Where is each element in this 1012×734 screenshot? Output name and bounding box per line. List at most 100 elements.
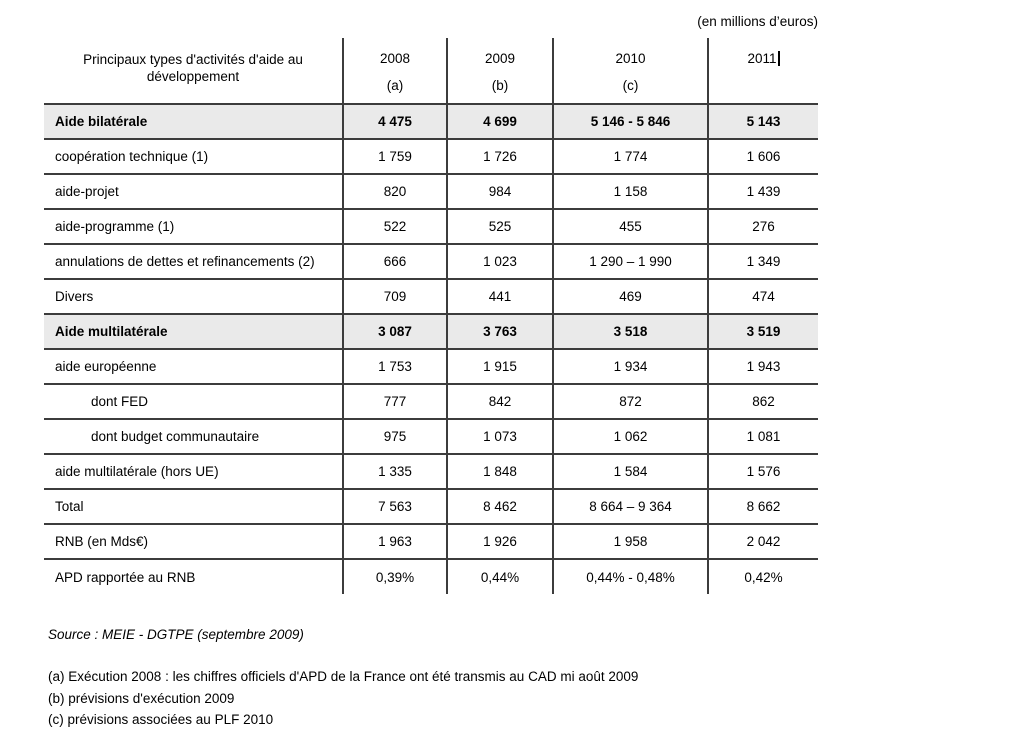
text-cursor <box>777 51 780 66</box>
header-year-2011[interactable]: 2011 <box>707 38 818 105</box>
row-label: aide multilatérale (hors UE) <box>44 454 343 490</box>
row-value: 1 726 <box>446 139 553 175</box>
row-value: 522 <box>342 209 447 245</box>
row-label: RNB (en Mds€) <box>44 524 343 560</box>
row-value: 3 518 <box>552 314 708 350</box>
row-value: 1 963 <box>342 524 447 560</box>
row-value: 441 <box>446 279 553 315</box>
table-row: APD rapportée au RNB 0,39% 0,44% 0,44% - 0,… <box>44 559 818 594</box>
table-row: aide européenne 1 753 1 915 1 934 1 943 <box>44 349 818 385</box>
table-row: aide-projet 820 984 1 158 1 439 <box>44 174 818 210</box>
table-row: aide-programme (1) 522 525 455 276 <box>44 209 818 245</box>
table-row: dont budget communautaire 975 1 073 1 062 1 … <box>44 419 818 455</box>
row-value: 1 439 <box>707 174 818 210</box>
table-row: Divers 709 441 469 474 <box>44 279 818 315</box>
row-label: aide-programme (1) <box>44 209 343 245</box>
row-value: 1 584 <box>552 454 708 490</box>
row-value: 0,39% <box>342 559 447 594</box>
row-value: 984 <box>446 174 553 210</box>
row-value: 4 699 <box>446 104 553 140</box>
row-value: 1 062 <box>552 419 708 455</box>
table-header-row: Principaux types d'activités d'aide au d… <box>44 38 818 105</box>
table-row: dont FED 777 842 872 862 <box>44 384 818 420</box>
footnotes: (a) Exécution 2008 : les chiffres offici… <box>48 668 638 733</box>
row-value: 1 349 <box>707 244 818 280</box>
row-value: 872 <box>552 384 708 420</box>
row-value: 1 576 <box>707 454 818 490</box>
table-row: Aide bilatérale 4 475 4 699 5 146 - 5 846 5 … <box>44 104 818 140</box>
year-note: (a) <box>386 78 404 93</box>
row-value: 8 664 – 9 364 <box>552 489 708 525</box>
row-label: coopération technique (1) <box>44 139 343 175</box>
row-value: 1 023 <box>446 244 553 280</box>
row-value: 3 519 <box>707 314 818 350</box>
row-label: annulations de dettes et refinancements … <box>44 244 343 280</box>
row-value: 777 <box>342 384 447 420</box>
row-label: APD rapportée au RNB <box>55 569 196 585</box>
row-value: 4 475 <box>342 104 447 140</box>
row-value: 2 042 <box>707 524 818 560</box>
row-value: 1 081 <box>707 419 818 455</box>
row-label: aide-projet <box>44 174 343 210</box>
row-value: 0,44% <box>446 559 553 594</box>
unit-label: (en millions d’euros) <box>697 14 818 29</box>
row-value: 1 774 <box>552 139 708 175</box>
row-value: 0,44% - 0,48% <box>552 559 708 594</box>
row-value: 1 753 <box>342 349 447 385</box>
row-value: 1 073 <box>446 419 553 455</box>
year-note: (b) <box>491 78 509 93</box>
row-value: 862 <box>707 384 818 420</box>
row-value: 3 087 <box>342 314 447 350</box>
row-label: dont budget communautaire <box>44 419 343 455</box>
row-value: 455 <box>552 209 708 245</box>
header-year-2010: 2010 (c) <box>552 38 708 105</box>
year-note: (c) <box>622 78 639 93</box>
row-label: Total <box>44 489 343 525</box>
row-label: aide européenne <box>44 349 343 385</box>
table-row: coopération technique (1) 1 759 1 726 1 774… <box>44 139 818 175</box>
row-value: 709 <box>342 279 447 315</box>
table-row: RNB (en Mds€) 1 963 1 926 1 958 2 042 <box>44 524 818 560</box>
row-value: 1 848 <box>446 454 553 490</box>
row-value: 1 158 <box>552 174 708 210</box>
row-value: 525 <box>446 209 553 245</box>
row-label: dont FED <box>44 384 343 420</box>
row-value: 0,42% <box>707 559 818 594</box>
year-label: 2010 <box>615 51 646 66</box>
row-value: 820 <box>342 174 447 210</box>
footnote-c: (c) prévisions associées au PLF 2010 <box>48 712 274 727</box>
year-label: 2009 <box>484 51 516 66</box>
row-value: 1 943 <box>707 349 818 385</box>
table-row: annulations de dettes et refinancements … <box>44 244 818 280</box>
row-value: 1 335 <box>342 454 447 490</box>
row-value: 1 958 <box>552 524 708 560</box>
header-label: Principaux types d'activités d'aide au d… <box>83 52 303 84</box>
row-value: 666 <box>342 244 447 280</box>
header-label-cell: Principaux types d'activités d'aide au d… <box>44 38 343 105</box>
row-value: 1 606 <box>707 139 818 175</box>
row-value: 1 290 – 1 990 <box>552 244 708 280</box>
row-value: 1 926 <box>446 524 553 560</box>
table-row: Aide multilatérale 3 087 3 763 3 518 3 519 <box>44 314 818 350</box>
row-value: 1 759 <box>342 139 447 175</box>
table-row: aide multilatérale (hors UE) 1 335 1 848 1 … <box>44 454 818 490</box>
row-value: 5 143 <box>707 104 818 140</box>
row-value: 8 662 <box>707 489 818 525</box>
row-value: 1 934 <box>552 349 708 385</box>
apd-table: Principaux types d'activités d'aide au d… <box>44 38 818 594</box>
table-row: Total 7 563 8 462 8 664 – 9 364 8 662 <box>44 489 818 525</box>
table-body: Aide bilatérale 4 475 4 699 5 146 - 5 846 5 … <box>44 104 818 594</box>
row-value: 3 763 <box>446 314 553 350</box>
header-year-2009: 2009 (b) <box>446 38 553 105</box>
row-value: 1 915 <box>446 349 553 385</box>
year-label: 2011 <box>747 51 777 66</box>
footnote-b: (b) prévisions d'exécution 2009 <box>48 690 235 706</box>
row-value: 8 462 <box>446 489 553 525</box>
source-line: Source : MEIE - DGTPE (septembre 2009) <box>48 627 304 642</box>
header-year-2008: 2008 (a) <box>342 38 447 105</box>
row-label: Aide bilatérale <box>44 104 343 140</box>
row-value: 5 146 - 5 846 <box>552 104 708 140</box>
row-value: 474 <box>707 279 818 315</box>
row-value: 975 <box>342 419 447 455</box>
